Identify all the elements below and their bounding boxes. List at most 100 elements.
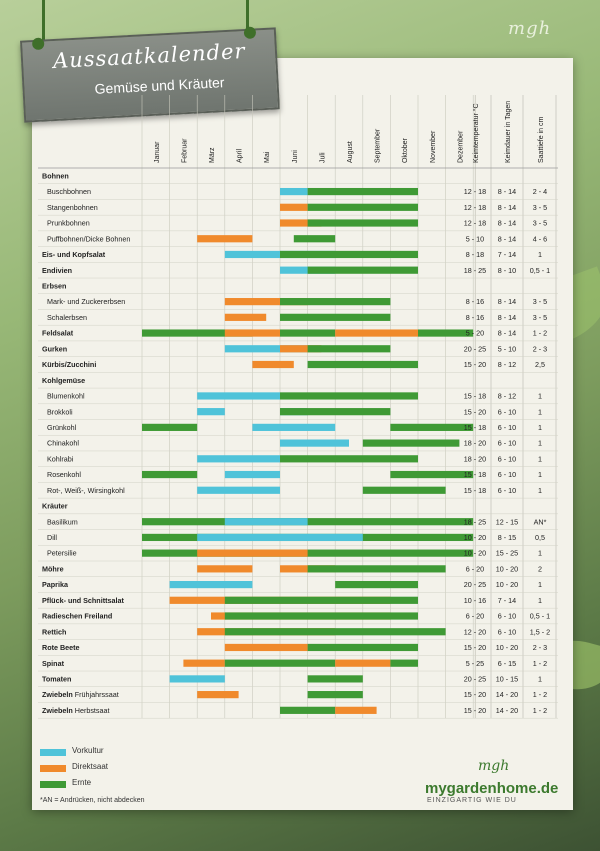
legend-swatch-ernte <box>40 781 66 788</box>
germination-days-value: 12 - 15 <box>496 517 518 526</box>
row-label: Zwiebeln Frühjahrssaat <box>42 690 119 699</box>
row-label: Kohlrabi <box>47 454 74 463</box>
bar-V <box>197 455 280 463</box>
row-label: Petersilie <box>47 549 77 558</box>
temperature-value: 15 - 18 <box>464 486 486 495</box>
month-label: Juli <box>319 152 326 163</box>
bar-D <box>335 329 418 337</box>
germination-days-value: 5 - 10 <box>498 344 516 353</box>
bar-E <box>280 313 391 321</box>
sowing-depth-value: 1 <box>538 486 542 495</box>
temperature-value: 15 - 20 <box>464 407 486 416</box>
germination-days-value: 6 - 15 <box>498 659 516 668</box>
sowing-depth-value: 3 - 5 <box>533 297 547 306</box>
germination-days-value: 10 - 20 <box>496 580 518 589</box>
legend-swatch-direktsaat <box>40 765 66 772</box>
sowing-depth-value: 2,5 <box>535 360 545 369</box>
bar-E <box>280 455 418 463</box>
bar-V <box>197 392 280 400</box>
germination-days-value: 8 - 14 <box>498 219 516 228</box>
row-label: Dill <box>47 533 57 542</box>
germination-days-value: 6 - 10 <box>498 407 516 416</box>
month-label: Mai <box>264 151 271 163</box>
row-label: Paprika <box>42 580 69 589</box>
bar-V <box>197 408 225 416</box>
bar-E <box>307 565 446 573</box>
row-label: Rote Beete <box>42 643 80 652</box>
temperature-value: 15 - 18 <box>464 423 486 432</box>
month-label: November <box>430 130 437 163</box>
bar-E <box>307 266 418 274</box>
bar-E <box>390 470 474 479</box>
calendar-sheet <box>32 58 573 810</box>
sowing-depth-value: 2 <box>538 564 542 573</box>
legend-swatch-vorkultur <box>40 749 66 756</box>
bar-E <box>280 706 336 714</box>
sowing-depth-value: 1 <box>538 675 542 684</box>
bar-E <box>280 298 391 306</box>
germination-days-value: 8 - 14 <box>498 203 516 212</box>
germination-days-value: 7 - 14 <box>498 250 516 259</box>
sowing-depth-value: 2 - 3 <box>533 344 547 353</box>
bar-E <box>362 439 460 447</box>
bar-E <box>307 187 418 196</box>
brand-logo-bottom: mgh <box>478 758 510 774</box>
month-label: Dezember <box>457 130 464 163</box>
row-label: Kohlgemüse <box>42 376 85 385</box>
bar-D <box>197 565 253 573</box>
temperature-value: 8 - 18 <box>466 250 484 259</box>
month-label: Juni <box>292 150 299 163</box>
germination-days-value: 6 - 10 <box>498 486 516 495</box>
month-label: Januar <box>154 141 161 163</box>
bar-E <box>224 596 418 604</box>
temperature-value: 18 - 20 <box>464 439 486 448</box>
month-label: September <box>375 128 382 163</box>
bar-V <box>169 580 253 589</box>
germination-days-value: 8 - 14 <box>498 329 516 338</box>
row-label: Rosenkohl <box>47 470 81 479</box>
bar-D <box>224 313 267 321</box>
bar-E <box>280 329 336 337</box>
bar-V <box>197 533 363 542</box>
bar-V <box>224 470 280 479</box>
germination-days-value: 8 - 14 <box>498 187 516 196</box>
sowing-depth-value: 1 - 2 <box>533 706 547 715</box>
germination-days-value: 7 - 14 <box>498 596 516 605</box>
bar-D <box>183 659 225 667</box>
row-label: Erbsen <box>42 282 66 291</box>
germination-days-value: 10 - 15 <box>496 675 518 684</box>
sowing-depth-value: 4 - 6 <box>533 234 547 243</box>
germination-days-value: 10 - 20 <box>496 643 518 652</box>
sowing-depth-value: 1 <box>538 454 542 463</box>
sowing-depth-value: 3 - 5 <box>533 313 547 322</box>
bar-V <box>280 187 308 196</box>
germination-days-value: 8 - 14 <box>498 313 516 322</box>
sowing-depth-value: 2 - 4 <box>533 187 547 196</box>
sowing-depth-value: 3 - 5 <box>533 219 547 228</box>
germination-days-value: 14 - 20 <box>496 690 518 699</box>
bar-E <box>142 329 253 337</box>
germination-days-value: 8 - 15 <box>498 533 516 542</box>
bar-E <box>418 329 474 337</box>
website-link[interactable]: mygardenhome.de <box>425 780 559 797</box>
bar-E <box>362 486 446 494</box>
bar-E <box>280 250 418 259</box>
legend-label-direktsaat: Direktsaat <box>72 762 109 771</box>
bar-D <box>197 691 239 699</box>
row-label-suffix: Herbstsaat <box>73 706 110 715</box>
bar-E <box>307 643 418 652</box>
temperature-value: 15 - 18 <box>464 392 486 401</box>
bar-E <box>224 612 418 620</box>
bar-D <box>335 706 377 714</box>
temperature-value: 12 - 18 <box>464 219 486 228</box>
temperature-value: 8 - 16 <box>466 297 484 306</box>
germination-days-value: 10 - 20 <box>496 564 518 573</box>
row-label: Basilikum <box>47 517 78 526</box>
brand-logo-top: mgh <box>508 18 552 39</box>
sowing-depth-value: 1 - 2 <box>533 329 547 338</box>
month-label: März <box>209 147 216 163</box>
sowing-depth-value: 1 <box>538 423 542 432</box>
row-label: Blumenkohl <box>47 392 85 401</box>
temperature-value: 10 - 16 <box>464 596 486 605</box>
bar-D <box>335 659 391 667</box>
